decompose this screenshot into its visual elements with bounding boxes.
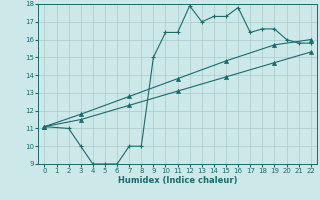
X-axis label: Humidex (Indice chaleur): Humidex (Indice chaleur) [118, 176, 237, 185]
